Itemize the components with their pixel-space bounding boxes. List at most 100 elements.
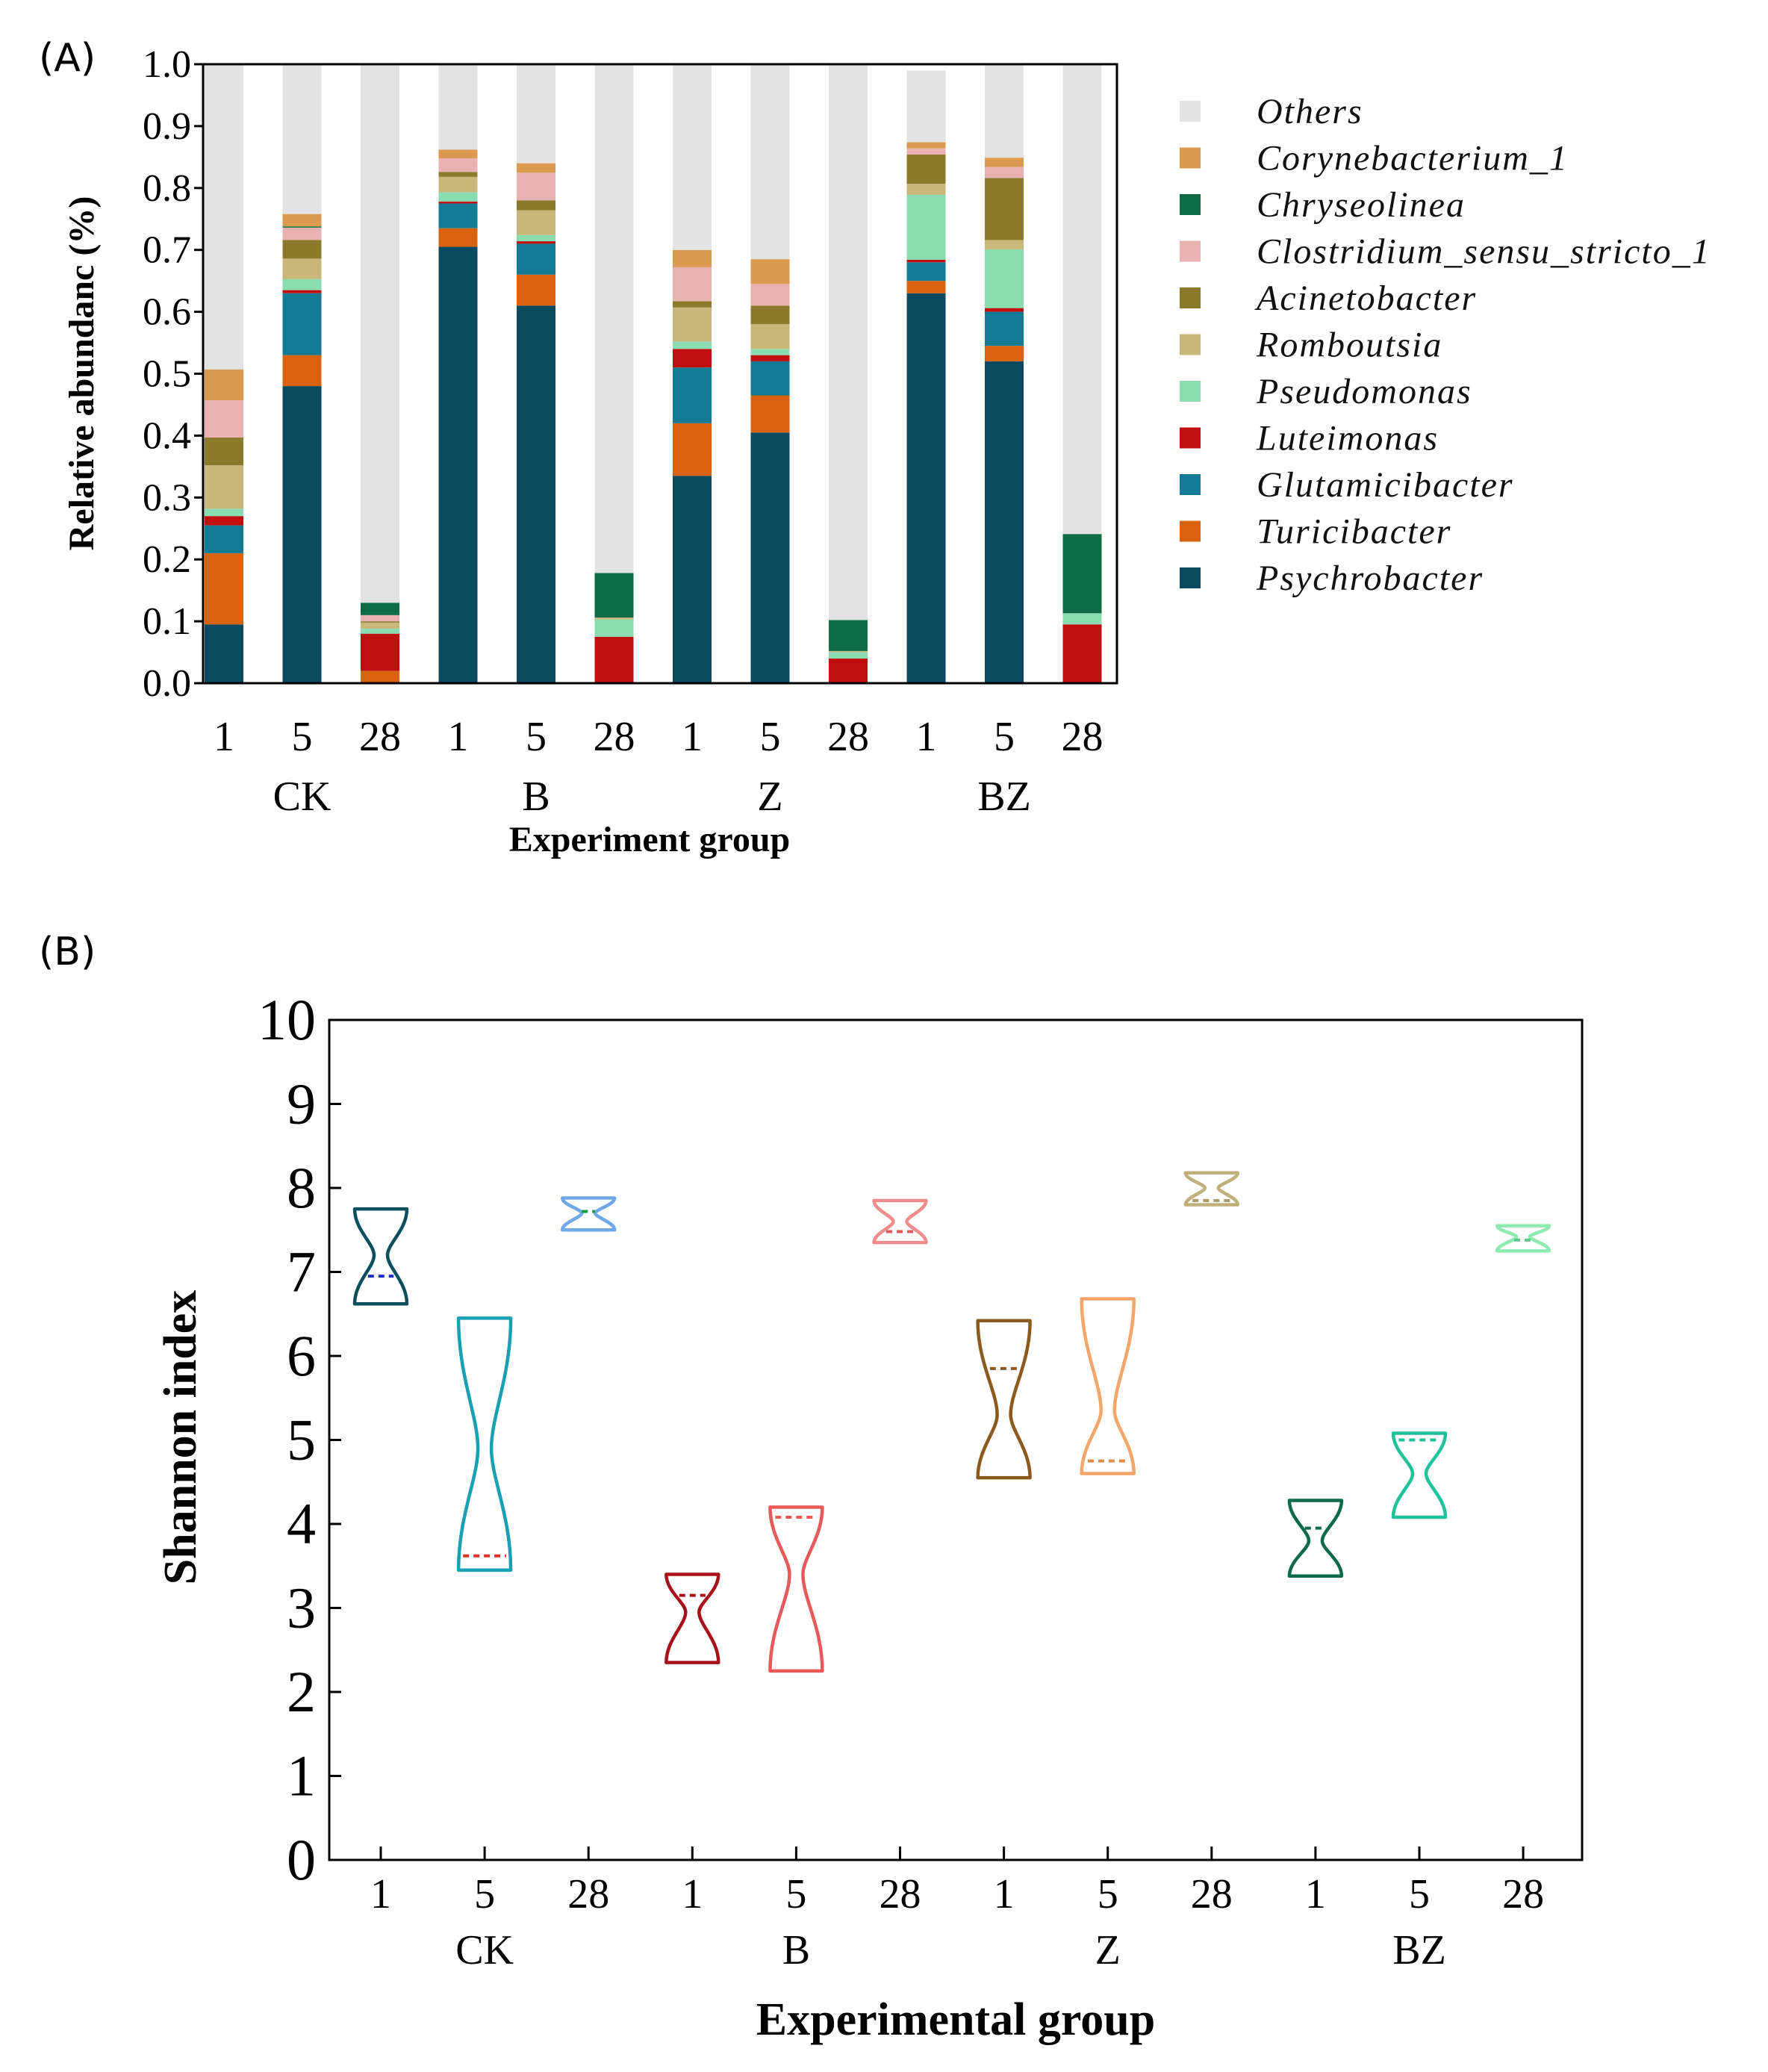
group-label-bz: BZ bbox=[1392, 1927, 1446, 1973]
stacked-bar-chart: 0.0 0.1 0.2 0.3 0.4 0.5 0.6 0.7 0.8 0.9 1.0 1 5 28 1 5… bbox=[62, 43, 1711, 859]
bar-glutamicibacter-11 bbox=[985, 311, 1024, 346]
bar-clostridium-sensu-stricto-1-10 bbox=[906, 148, 946, 155]
bar-psychrobacter-10 bbox=[906, 293, 946, 684]
legend-swatch bbox=[1180, 474, 1201, 495]
y-tick-label: 0.3 bbox=[143, 476, 191, 519]
bar-psychrobacter-8 bbox=[750, 432, 790, 683]
bar-pseudomonas-8 bbox=[750, 349, 790, 355]
x-tick-label: 5 bbox=[760, 714, 781, 760]
violin-outline bbox=[1287, 1499, 1344, 1578]
x-tick-label: 5 bbox=[1098, 1871, 1118, 1917]
bar-romboutsia-9 bbox=[829, 650, 868, 653]
bar-acinetobacter-4 bbox=[438, 172, 478, 177]
legend-swatch bbox=[1180, 147, 1201, 169]
violin-outline bbox=[872, 1198, 928, 1245]
bar-stack-1 bbox=[205, 64, 243, 683]
violin-outline bbox=[456, 1316, 513, 1572]
legend-swatch bbox=[1180, 240, 1201, 262]
violin-z-28 bbox=[1183, 1171, 1240, 1207]
legend-label: Clostridium_sensu_stricto_1 bbox=[1257, 232, 1711, 272]
legend-swatch bbox=[1180, 287, 1201, 308]
bar-turicibacter-1 bbox=[205, 553, 243, 625]
violin-outline bbox=[1080, 1297, 1136, 1475]
bar-corynebacterium-1-10 bbox=[906, 142, 946, 149]
bar-glutamicibacter-8 bbox=[750, 361, 790, 396]
legend-item-glutamicibacter: Glutamicibacter bbox=[1180, 465, 1514, 505]
panel-label-a: (A) bbox=[39, 36, 96, 81]
x-tick-label: 5 bbox=[994, 714, 1015, 760]
x-axis-title-b: Experimental group bbox=[756, 1994, 1155, 2045]
legend-swatch bbox=[1180, 194, 1201, 215]
violin-bz-5 bbox=[1391, 1431, 1448, 1519]
panel-label-b: (B) bbox=[39, 930, 96, 974]
y-axis-title-a: Relative abundanc (%) bbox=[62, 196, 102, 551]
x-tick-label: 28 bbox=[1191, 1871, 1233, 1917]
bar-luteimonas-12 bbox=[1062, 624, 1102, 683]
y-tick-label: 5 bbox=[287, 1407, 316, 1472]
y-tick-label: 1 bbox=[287, 1743, 316, 1808]
bar-romboutsia-11 bbox=[985, 240, 1024, 249]
bar-romboutsia-4 bbox=[438, 176, 478, 193]
bar-others-6 bbox=[594, 64, 634, 573]
x-tick-label: 1 bbox=[916, 714, 937, 760]
y-tick-label: 0.4 bbox=[143, 414, 191, 457]
bar-others-8 bbox=[750, 64, 790, 260]
bar-luteimonas-9 bbox=[829, 658, 868, 683]
x-tick-label: 28 bbox=[594, 714, 635, 760]
bar-pseudomonas-1 bbox=[205, 508, 243, 517]
bar-acinetobacter-5 bbox=[517, 200, 555, 211]
bar-others-4 bbox=[438, 64, 478, 150]
x-tick-label: 1 bbox=[682, 714, 703, 760]
y-tick-label: 4 bbox=[287, 1491, 316, 1556]
bar-pseudomonas-9 bbox=[829, 652, 868, 659]
bar-stack-12 bbox=[1062, 64, 1102, 683]
violin-outline bbox=[352, 1207, 409, 1306]
bar-chryseolinea-2 bbox=[282, 226, 322, 228]
bar-stack-6 bbox=[594, 64, 634, 683]
group-label-ck: CK bbox=[273, 774, 332, 820]
bar-others-9 bbox=[829, 64, 868, 620]
bar-clostridium-sensu-stricto-1-5 bbox=[517, 172, 555, 201]
violin-b-5 bbox=[768, 1505, 824, 1673]
violin-outline bbox=[976, 1319, 1032, 1480]
bar-clostridium-sensu-stricto-1-3 bbox=[361, 615, 399, 622]
bar-stack-4 bbox=[438, 64, 478, 683]
bar-romboutsia-6 bbox=[594, 617, 634, 620]
bar-glutamicibacter-5 bbox=[517, 243, 555, 275]
y-tick-label: 0 bbox=[287, 1827, 316, 1892]
y-tick-label: 0.9 bbox=[143, 105, 191, 148]
violin-b-1 bbox=[664, 1572, 720, 1664]
bar-luteimonas-4 bbox=[438, 202, 478, 204]
y-tick-label: 0.7 bbox=[143, 229, 191, 272]
bar-pseudomonas-3 bbox=[361, 629, 399, 634]
bar-others-7 bbox=[673, 64, 712, 250]
y-tick-label: 0.2 bbox=[143, 538, 191, 581]
bar-clostridium-sensu-stricto-1-2 bbox=[282, 227, 322, 240]
legend-label: Pseudomonas bbox=[1256, 372, 1472, 411]
legend-label: Glutamicibacter bbox=[1257, 465, 1514, 505]
bar-psychrobacter-1 bbox=[205, 624, 243, 683]
bar-turicibacter-4 bbox=[438, 228, 478, 247]
bar-psychrobacter-11 bbox=[985, 361, 1024, 683]
violin-z-1 bbox=[976, 1319, 1032, 1480]
y-tick-label: 8 bbox=[287, 1155, 316, 1220]
group-label-z: Z bbox=[1095, 1927, 1121, 1973]
legend-item-corynebacterium-1: Corynebacterium_1 bbox=[1180, 139, 1567, 178]
bar-luteimonas-10 bbox=[906, 259, 946, 263]
x-tick-label: 28 bbox=[827, 714, 869, 760]
bar-glutamicibacter-10 bbox=[906, 262, 946, 281]
legend-item-acinetobacter: Acinetobacter bbox=[1180, 279, 1475, 318]
legend-item-luteimonas: Luteimonas bbox=[1180, 419, 1437, 458]
x-tick-label: 5 bbox=[785, 1871, 806, 1917]
bar-luteimonas-8 bbox=[750, 355, 790, 361]
bar-chryseolinea-9 bbox=[829, 620, 868, 651]
y-tick-label: 3 bbox=[287, 1575, 316, 1640]
y-tick-label: 7 bbox=[287, 1239, 316, 1304]
y-axis-b: 0 1 2 3 4 5 6 7 8 9 10 bbox=[258, 987, 341, 1892]
bar-others-12 bbox=[1062, 64, 1102, 535]
bar-glutamicibacter-1 bbox=[205, 525, 243, 553]
bar-romboutsia-7 bbox=[673, 307, 712, 342]
bar-glutamicibacter-4 bbox=[438, 203, 478, 228]
bar-acinetobacter-10 bbox=[906, 155, 946, 184]
